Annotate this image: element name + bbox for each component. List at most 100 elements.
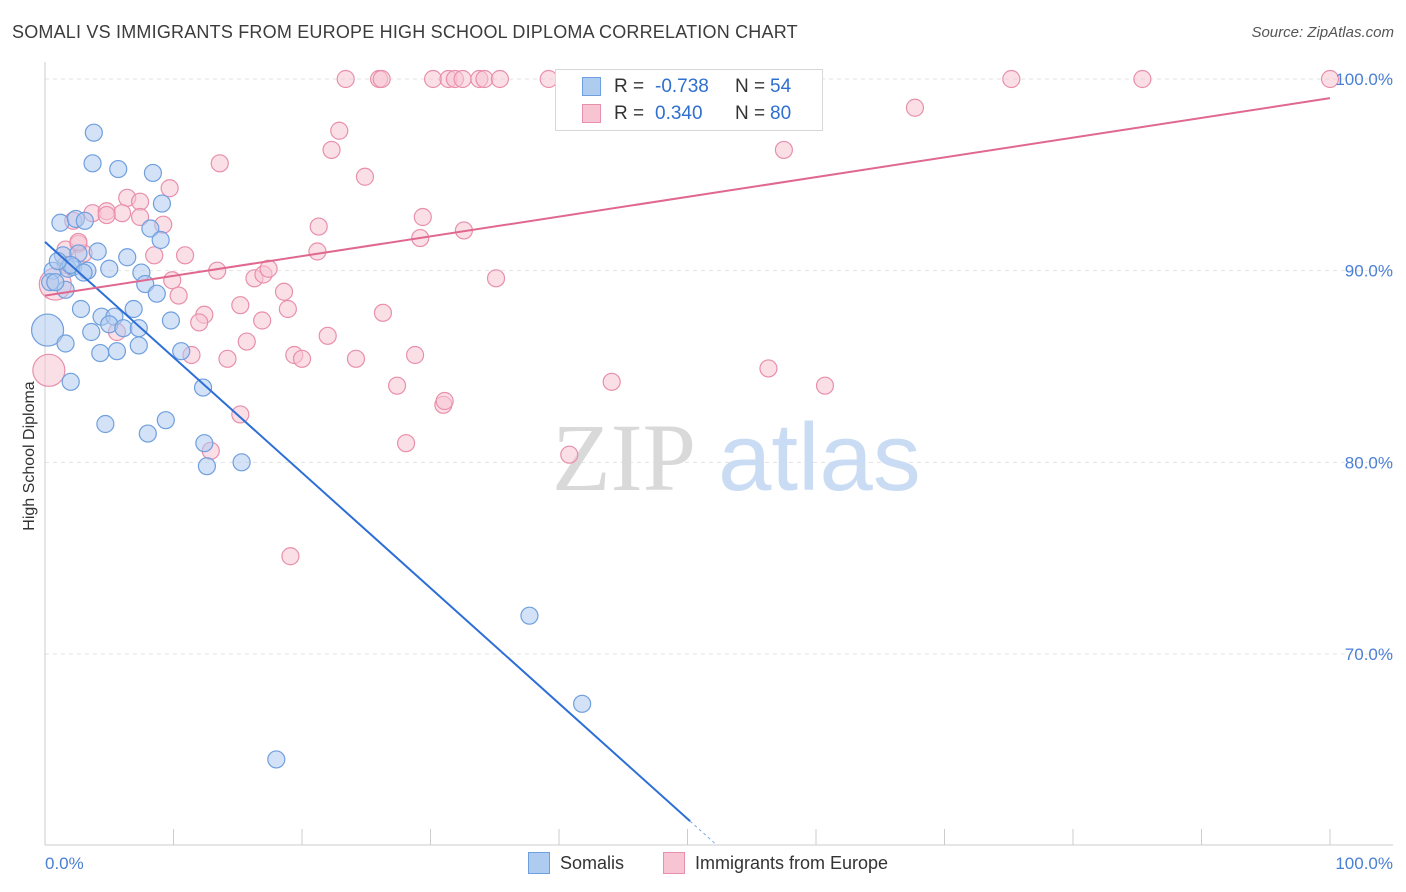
somali-point	[143, 163, 163, 183]
somali-trend-extension	[689, 820, 717, 845]
europe-point	[32, 353, 66, 387]
somali-point	[172, 342, 191, 361]
somali-point	[118, 248, 137, 267]
europe-legend-swatch	[663, 852, 685, 874]
europe-point	[210, 154, 229, 173]
europe-point	[373, 303, 393, 322]
somali-point	[82, 322, 101, 342]
x-tick-label-min: 0.0%	[45, 854, 84, 873]
europe-trend-line	[44, 97, 1331, 297]
europe-point	[231, 405, 250, 424]
legend-row-europe: R = 0.340 N = 80	[556, 101, 822, 127]
somali-point	[75, 211, 94, 230]
somali-point	[129, 319, 148, 338]
europe-n-value: 80	[770, 103, 792, 124]
europe-point	[169, 286, 188, 305]
europe-swatch	[582, 104, 601, 123]
europe-point	[278, 299, 297, 319]
series-somali-points	[30, 123, 592, 769]
somali-point	[147, 284, 166, 303]
somali-point	[83, 154, 102, 173]
europe-point	[815, 376, 835, 395]
axes	[44, 62, 1393, 846]
somali-n-label: N =	[735, 76, 766, 97]
somali-point	[124, 299, 143, 319]
legend-row-somali: R = -0.738 N = 54	[556, 74, 822, 100]
somali-point	[96, 414, 115, 434]
europe-point	[396, 434, 416, 453]
somali-r-label: R =	[614, 76, 645, 97]
somali-point	[129, 336, 148, 355]
somali-point	[61, 372, 80, 391]
somali-point	[151, 230, 170, 250]
somali-point	[195, 434, 214, 453]
somali-point	[573, 694, 592, 713]
somali-point	[232, 453, 251, 472]
europe-r-value: 0.340	[655, 103, 703, 124]
europe-point	[190, 313, 209, 332]
y-tick-label: 70.0%	[1345, 645, 1393, 664]
europe-point	[130, 192, 150, 211]
somali-point	[193, 378, 213, 397]
europe-point	[486, 269, 506, 288]
europe-point	[292, 349, 312, 368]
somali-point	[91, 343, 110, 363]
europe-point	[130, 207, 150, 227]
somali-point	[107, 342, 127, 361]
europe-point	[112, 204, 132, 223]
europe-point	[490, 69, 509, 89]
somali-point	[141, 219, 160, 238]
europe-point	[318, 326, 337, 345]
somali-point	[48, 251, 67, 271]
europe-point	[253, 311, 272, 330]
watermark-atlas: atlas	[718, 404, 921, 511]
somali-point	[156, 411, 175, 430]
europe-point	[453, 69, 472, 89]
europe-point	[372, 69, 391, 89]
somali-point	[46, 273, 65, 292]
somali-point	[30, 313, 65, 347]
grid-lines	[45, 78, 1393, 655]
somali-point	[74, 263, 93, 282]
somali-trend-line	[44, 241, 691, 822]
y-tick-label: 80.0%	[1345, 453, 1393, 472]
europe-point	[475, 69, 494, 89]
somali-point	[114, 319, 133, 338]
somali-point	[138, 424, 157, 443]
y-axis-label: High School Diploma	[21, 381, 38, 531]
europe-point	[435, 391, 454, 411]
europe-r-label: R =	[614, 103, 645, 124]
somali-point	[161, 311, 181, 330]
somali-point	[100, 259, 119, 278]
somali-point	[267, 750, 286, 769]
somali-point	[88, 242, 107, 261]
europe-point	[218, 349, 237, 368]
somali-point	[109, 159, 128, 179]
somali-point	[56, 334, 75, 353]
somali-swatch	[582, 77, 601, 96]
chart-title: SOMALI VS IMMIGRANTS FROM EUROPE HIGH SC…	[12, 22, 798, 42]
europe-point	[405, 345, 425, 365]
europe-point	[309, 217, 328, 236]
europe-point	[336, 69, 355, 89]
somali-n-value: 54	[770, 76, 792, 97]
europe-point	[387, 376, 407, 395]
europe-legend-label: Immigrants from Europe	[695, 853, 889, 873]
europe-point	[237, 332, 256, 351]
europe-point	[774, 140, 793, 160]
somali-legend-label: Somalis	[560, 853, 625, 873]
correlation-legend: R = -0.738 N = 54 R = 0.340 N = 80	[555, 69, 823, 131]
europe-point	[346, 349, 366, 368]
europe-point	[759, 359, 778, 378]
europe-point	[145, 246, 164, 265]
y-tick-label: 90.0%	[1345, 262, 1393, 281]
europe-point	[560, 445, 579, 464]
trend-lines	[44, 97, 1331, 845]
europe-point	[905, 98, 925, 117]
x-tick-label-max: 100.0%	[1335, 854, 1393, 873]
europe-point	[1320, 69, 1340, 89]
y-tick-label: 100.0%	[1335, 70, 1393, 89]
europe-point	[355, 167, 375, 186]
europe-point	[274, 282, 294, 301]
europe-point	[423, 69, 443, 89]
